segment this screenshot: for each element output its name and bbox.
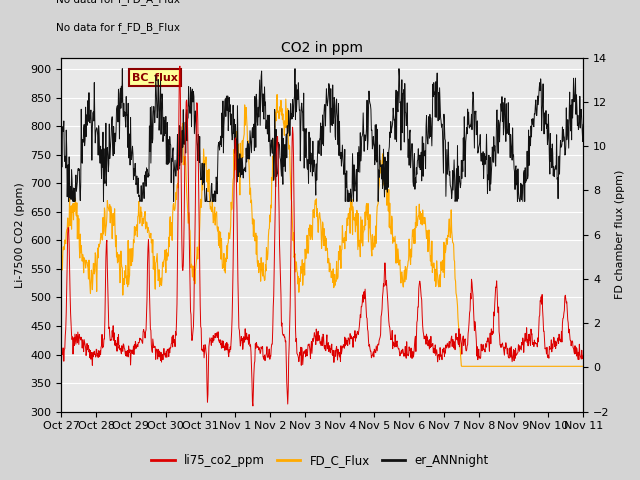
Y-axis label: Li-7500 CO2 (ppm): Li-7500 CO2 (ppm)	[15, 182, 25, 288]
Title: CO2 in ppm: CO2 in ppm	[282, 41, 364, 55]
Text: BC_flux: BC_flux	[132, 72, 178, 83]
Text: No data for f_FD_A_Flux: No data for f_FD_A_Flux	[56, 0, 180, 5]
Y-axis label: FD chamber flux (ppm): FD chamber flux (ppm)	[615, 170, 625, 300]
Text: No data for f_FD_B_Flux: No data for f_FD_B_Flux	[56, 22, 180, 33]
Legend: li75_co2_ppm, FD_C_Flux, er_ANNnight: li75_co2_ppm, FD_C_Flux, er_ANNnight	[146, 449, 494, 472]
